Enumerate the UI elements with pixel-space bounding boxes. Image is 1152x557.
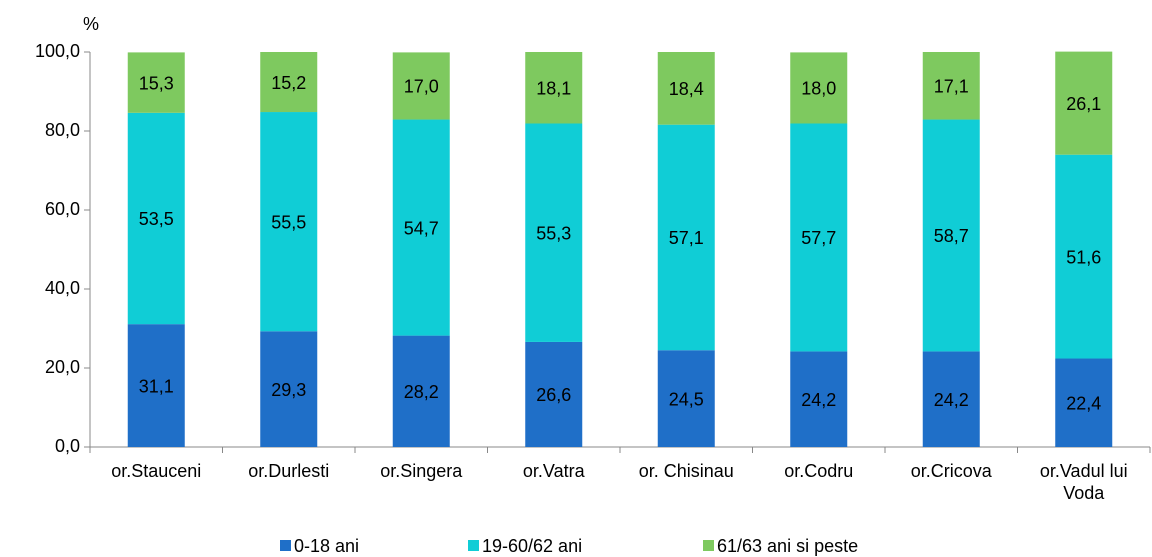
bar-segment [1055, 154, 1113, 359]
x-tick-label: or.Vadul lui Voda [1039, 461, 1128, 503]
data-label: 15,2 [271, 73, 306, 93]
bar-segment [922, 52, 980, 120]
legend-swatch [703, 540, 714, 551]
data-label: 57,7 [801, 228, 836, 248]
x-tick-label: or.Stauceni [111, 461, 202, 481]
data-label: 53,5 [139, 209, 174, 229]
data-label: 18,0 [801, 79, 836, 99]
data-label: 18,1 [536, 78, 571, 98]
data-label: 55,3 [536, 223, 571, 243]
bar-segment [657, 350, 715, 447]
x-tick-label: or.Durlesti [248, 461, 330, 481]
legend-swatch [280, 540, 291, 551]
bar-segment [1055, 358, 1113, 447]
legend-label: 61/63 ani si peste [717, 536, 858, 556]
bar-segment [790, 351, 848, 447]
bar-segment [392, 335, 450, 447]
bar-segment [127, 52, 185, 113]
data-label: 58,7 [934, 226, 969, 246]
data-label: 18,4 [669, 79, 704, 99]
x-tick-label: or.Vatra [522, 461, 585, 481]
bar-segment [525, 123, 583, 342]
legend-label: 19-60/62 ani [482, 536, 582, 556]
y-tick-label: 100,0 [35, 41, 80, 61]
data-label: 55,5 [271, 212, 306, 232]
bar-segment [657, 52, 715, 125]
data-label: 31,1 [139, 376, 174, 396]
data-label: 24,5 [669, 389, 704, 409]
data-label: 28,2 [404, 382, 439, 402]
bar-segment [260, 52, 318, 113]
data-label: 26,1 [1066, 94, 1101, 114]
data-label: 29,3 [271, 380, 306, 400]
bar-segment [922, 351, 980, 447]
bar-segment [1055, 51, 1113, 155]
data-label: 51,6 [1066, 247, 1101, 267]
legend-label: 0-18 ani [294, 536, 359, 556]
data-label: 24,2 [934, 390, 969, 410]
data-label: 15,3 [139, 73, 174, 93]
data-label: 57,1 [669, 228, 704, 248]
y-tick-label: 40,0 [45, 278, 80, 298]
bar-segment [525, 52, 583, 124]
y-axis-label: % [83, 14, 99, 34]
x-tick-label: or.Cricova [910, 461, 992, 481]
y-tick-label: 60,0 [45, 199, 80, 219]
data-label: 24,2 [801, 390, 836, 410]
y-tick-label: 0,0 [55, 436, 80, 456]
bar-segment [525, 341, 583, 447]
data-label: 17,0 [404, 77, 439, 97]
bar-segment [260, 331, 318, 447]
bar-segment [392, 52, 450, 120]
y-tick-label: 80,0 [45, 120, 80, 140]
bar-segment [922, 119, 980, 352]
x-tick-label: or.Codru [784, 461, 854, 481]
bar-segment [790, 123, 848, 352]
x-tick-label: or.Singera [380, 461, 463, 481]
bar-segment [657, 124, 715, 351]
bar-segment [127, 324, 185, 447]
y-tick-label: 20,0 [45, 357, 80, 377]
data-label: 17,1 [934, 77, 969, 97]
data-label: 26,6 [536, 385, 571, 405]
legend-swatch [468, 540, 479, 551]
x-tick-label: or. Chisinau [638, 461, 734, 481]
data-label: 54,7 [404, 218, 439, 238]
data-label: 22,4 [1066, 394, 1101, 414]
bar-segment [790, 52, 848, 124]
bar-segment [127, 112, 185, 325]
bar-segment [260, 112, 318, 332]
bar-segment [392, 119, 450, 336]
